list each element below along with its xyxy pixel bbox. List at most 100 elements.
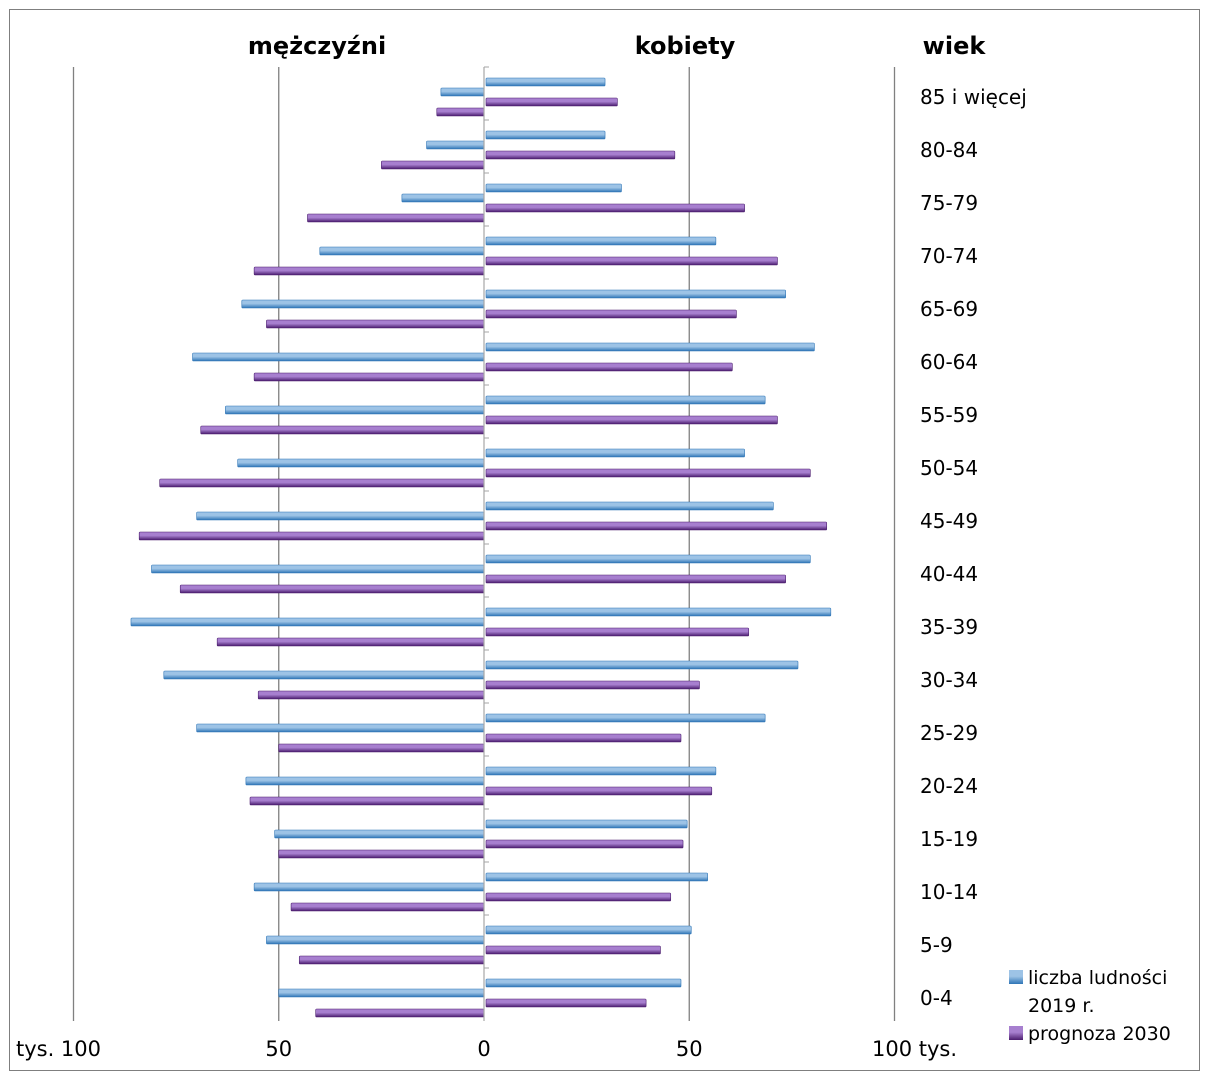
bar-men-2019 bbox=[192, 352, 485, 362]
header-women: kobiety bbox=[635, 32, 736, 60]
bar-men-2030 bbox=[278, 743, 485, 753]
age-label: 5-9 bbox=[920, 933, 953, 957]
bar-men-2030 bbox=[253, 266, 485, 276]
bar-women-2030 bbox=[485, 892, 672, 902]
bar-men-2019 bbox=[426, 140, 485, 150]
bar-men-2030 bbox=[179, 584, 485, 594]
bar-women-2030 bbox=[485, 150, 676, 160]
bar-men-2030 bbox=[257, 690, 485, 700]
age-label: 25-29 bbox=[920, 721, 978, 745]
bar-men-2030 bbox=[298, 955, 485, 965]
bar-women-2030 bbox=[485, 733, 682, 743]
bar-men-2019 bbox=[130, 617, 485, 627]
age-label: 70-74 bbox=[920, 244, 978, 268]
age-label: 55-59 bbox=[920, 403, 978, 427]
x-tick-labels: tys. 100 50 0 50 100 tys. bbox=[16, 1037, 957, 1061]
bar-women-2030 bbox=[485, 415, 778, 425]
legend-label-2030: prognoza 2030 bbox=[1028, 1023, 1171, 1045]
bar-women-2019 bbox=[485, 925, 692, 935]
x-tick-label: 0 bbox=[477, 1037, 490, 1061]
bar-women-2019 bbox=[485, 819, 688, 829]
bar-men-2030 bbox=[266, 319, 485, 329]
legend: liczba ludności 2019 r. prognoza 2030 bbox=[1009, 967, 1171, 1045]
header-age: wiek bbox=[923, 32, 987, 60]
bar-women-2030 bbox=[485, 627, 750, 637]
chart-frame: mężczyźni kobiety wiek 85 i więcej 80-84 7… bbox=[9, 9, 1200, 1071]
age-labels: 85 i więcej 80-84 75-79 70-74 65-69 60-64 55-5… bbox=[920, 85, 1027, 1010]
bar-men-2030 bbox=[216, 637, 485, 647]
legend-label-2019-line1: liczba ludności bbox=[1028, 967, 1167, 989]
age-label: 15-19 bbox=[920, 827, 978, 851]
bar-men-2030 bbox=[307, 213, 485, 223]
legend-swatch-2030 bbox=[1009, 1026, 1023, 1040]
age-label: 30-34 bbox=[920, 668, 978, 692]
bar-men-2030 bbox=[278, 849, 485, 859]
x-tick-label: tys. 100 bbox=[16, 1037, 101, 1061]
age-label: 45-49 bbox=[920, 509, 978, 533]
bar-men-2019 bbox=[266, 935, 485, 945]
bar-men-2019 bbox=[225, 405, 485, 415]
age-label: 0-4 bbox=[920, 986, 953, 1010]
legend-swatch-2019 bbox=[1009, 970, 1023, 984]
bar-men-2019 bbox=[319, 246, 485, 256]
bar-men-2019 bbox=[253, 882, 485, 892]
bar-men-2019 bbox=[163, 670, 485, 680]
age-label: 50-54 bbox=[920, 456, 978, 480]
header-men: mężczyźni bbox=[248, 32, 386, 60]
bar-women-2019 bbox=[485, 342, 815, 352]
bar-women-2019 bbox=[485, 183, 622, 193]
bar-women-2030 bbox=[485, 362, 733, 372]
gridlines bbox=[72, 67, 896, 1021]
age-label: 75-79 bbox=[920, 191, 978, 215]
bar-women-2030 bbox=[485, 97, 618, 107]
bar-women-2030 bbox=[485, 945, 661, 955]
bar-women-2019 bbox=[485, 660, 799, 670]
bar-women-2030 bbox=[485, 468, 811, 478]
age-label: 60-64 bbox=[920, 350, 978, 374]
bar-women-2019 bbox=[485, 872, 708, 882]
age-label: 35-39 bbox=[920, 615, 978, 639]
bar-women-2030 bbox=[485, 786, 713, 796]
bar-women-2019 bbox=[485, 713, 766, 723]
bar-men-2030 bbox=[436, 107, 485, 117]
age-label: 10-14 bbox=[920, 880, 978, 904]
bar-women-2019 bbox=[485, 395, 766, 405]
bar-women-2030 bbox=[485, 998, 647, 1008]
x-tick-label: 50 bbox=[676, 1037, 703, 1061]
age-label: 85 i więcej bbox=[920, 85, 1027, 109]
age-label: 40-44 bbox=[920, 562, 978, 586]
age-label: 20-24 bbox=[920, 774, 978, 798]
bar-women-2030 bbox=[485, 574, 786, 584]
bar-men-2019 bbox=[440, 87, 485, 97]
bar-women-2019 bbox=[485, 554, 811, 564]
bar-women-2019 bbox=[485, 289, 786, 299]
bar-men-2019 bbox=[196, 511, 485, 521]
bar-women-2030 bbox=[485, 256, 778, 266]
bar-men-2019 bbox=[237, 458, 485, 468]
bar-women-2030 bbox=[485, 680, 700, 690]
bar-men-2030 bbox=[381, 160, 485, 170]
bar-women-2019 bbox=[485, 501, 774, 511]
bar-men-2019 bbox=[401, 193, 485, 203]
bar-women-2019 bbox=[485, 766, 717, 776]
bar-men-2030 bbox=[200, 425, 485, 435]
bar-men-2030 bbox=[159, 478, 485, 488]
x-tick-label: 100 tys. bbox=[872, 1037, 957, 1061]
center-axis bbox=[483, 66, 489, 1021]
bar-women-2030 bbox=[485, 309, 737, 319]
bar-women-2019 bbox=[485, 130, 606, 140]
bar-women-2030 bbox=[485, 203, 745, 213]
x-tick-label: 50 bbox=[265, 1037, 292, 1061]
bar-women-2019 bbox=[485, 607, 832, 617]
age-label: 65-69 bbox=[920, 297, 978, 321]
bar-men-2019 bbox=[278, 988, 485, 998]
age-label: 80-84 bbox=[920, 138, 978, 162]
bar-men-2030 bbox=[290, 902, 485, 912]
bar-men-2030 bbox=[249, 796, 485, 806]
bar-men-2030 bbox=[253, 372, 485, 382]
bar-men-2019 bbox=[241, 299, 485, 309]
bars bbox=[130, 77, 832, 1018]
bar-men-2019 bbox=[196, 723, 485, 733]
bar-women-2019 bbox=[485, 448, 745, 458]
bar-women-2019 bbox=[485, 77, 606, 87]
